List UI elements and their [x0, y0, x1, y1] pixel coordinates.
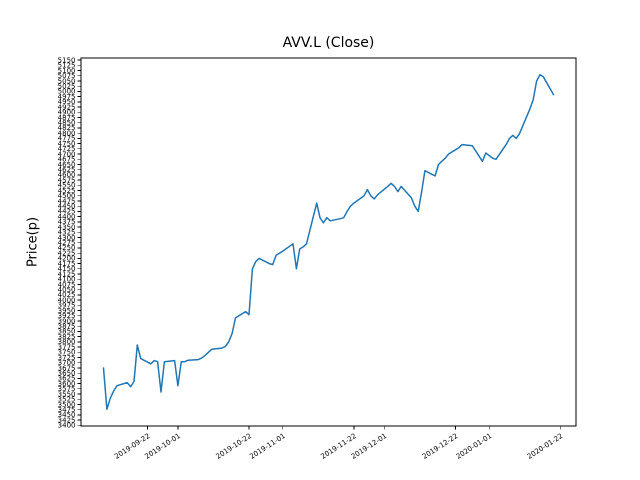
- x-tick-label: 2020-01-22: [526, 432, 564, 461]
- x-tick-label: 2019-11-01: [248, 432, 286, 461]
- y-tick-label: 3650: [58, 370, 76, 378]
- y-tick-label: 4750: [58, 140, 76, 148]
- y-tick-label: 3900: [58, 317, 76, 325]
- y-tick-label: 4950: [58, 98, 76, 106]
- y-tick-label: 4575: [58, 176, 76, 184]
- y-tick-label: 4850: [58, 119, 76, 127]
- y-tick-label: 3550: [58, 390, 76, 398]
- y-tick-label: 4625: [58, 166, 76, 174]
- y-tick-label: 4050: [58, 286, 76, 294]
- y-tick-label: 4325: [58, 229, 76, 237]
- y-tick-label: 4925: [58, 103, 76, 111]
- y-tick-label: 3525: [58, 396, 76, 404]
- y-tick-label: 4650: [58, 161, 76, 169]
- y-tick-label: 4875: [58, 114, 76, 122]
- y-tick-label: 3975: [58, 302, 76, 310]
- y-tick-label: 4800: [58, 130, 76, 138]
- price-line: [102, 73, 555, 411]
- y-tick-label: 4075: [58, 281, 76, 289]
- x-tick-label: 2019-12-22: [421, 432, 459, 461]
- y-tick-label: 4375: [58, 218, 76, 226]
- y-tick-label: 3625: [58, 375, 76, 383]
- y-tick-label: 4125: [58, 270, 76, 278]
- y-tick-label: 5150: [58, 56, 76, 64]
- y-tick-label: 3875: [58, 323, 76, 331]
- y-tick-label: 3450: [58, 411, 76, 419]
- y-tick-label: 4000: [58, 296, 76, 304]
- y-tick-label: 4150: [58, 265, 76, 273]
- x-tick-label: 2019-10-22: [215, 432, 253, 461]
- y-tick-label: 4550: [58, 182, 76, 190]
- y-tick-label: 3500: [58, 401, 76, 409]
- y-tick-label: 4700: [58, 150, 76, 158]
- y-tick-label: 3575: [58, 385, 76, 393]
- y-tick-label: 4100: [58, 276, 76, 284]
- y-tick-label: 4225: [58, 250, 76, 258]
- y-tick-label: 3675: [58, 364, 76, 372]
- y-tick-label: 4675: [58, 156, 76, 164]
- y-tick-label: 4900: [58, 109, 76, 117]
- y-tick-label: 4025: [58, 291, 76, 299]
- y-tick-label: 4275: [58, 239, 76, 247]
- y-tick-label: 4725: [58, 145, 76, 153]
- y-tick-label: 3925: [58, 312, 76, 320]
- y-tick-label: 5125: [58, 62, 76, 70]
- y-tick-label: 4775: [58, 135, 76, 143]
- y-tick-label: 4200: [58, 255, 76, 263]
- y-tick-label: 3750: [58, 349, 76, 357]
- x-tick-label: 2020-01-01: [455, 432, 493, 461]
- y-tick-label: 3850: [58, 328, 76, 336]
- y-tick-label: 4175: [58, 260, 76, 268]
- y-tick-label: 4500: [58, 192, 76, 200]
- y-tick-label: 3400: [58, 422, 76, 430]
- y-tick-label: 3800: [58, 338, 76, 346]
- y-tick-label: 4525: [58, 187, 76, 195]
- y-tick-label: 3825: [58, 333, 76, 341]
- y-tick-label: 5075: [58, 72, 76, 80]
- y-tick-label: 5025: [58, 83, 76, 91]
- y-tick-label: 4300: [58, 234, 76, 242]
- y-tick-label: 3700: [58, 359, 76, 367]
- y-tick-label: 3425: [58, 416, 76, 424]
- y-tick-label: 4350: [58, 223, 76, 231]
- y-tick-label: 4250: [58, 244, 76, 252]
- chart-title: AVV.L (Close): [282, 35, 375, 51]
- y-tick-label: 5050: [58, 77, 76, 85]
- y-tick-label: 4975: [58, 93, 76, 101]
- y-tick-label: 3600: [58, 380, 76, 388]
- y-tick-label: 4475: [58, 197, 76, 205]
- y-tick-label: 5100: [58, 67, 76, 75]
- y-tick-label: 4400: [58, 213, 76, 221]
- y-tick-label: 4600: [58, 171, 76, 179]
- y-tick-label: 3475: [58, 406, 76, 414]
- y-tick-label: 3775: [58, 343, 76, 351]
- y-tick-label: 4425: [58, 208, 76, 216]
- y-tick-label: 3725: [58, 354, 76, 362]
- y-tick-label: 4825: [58, 124, 76, 132]
- y-tick-label: 3950: [58, 307, 76, 315]
- y-tick-label: 4450: [58, 203, 76, 211]
- y-tick-label: 5000: [58, 88, 76, 96]
- plot-border: [80, 57, 577, 427]
